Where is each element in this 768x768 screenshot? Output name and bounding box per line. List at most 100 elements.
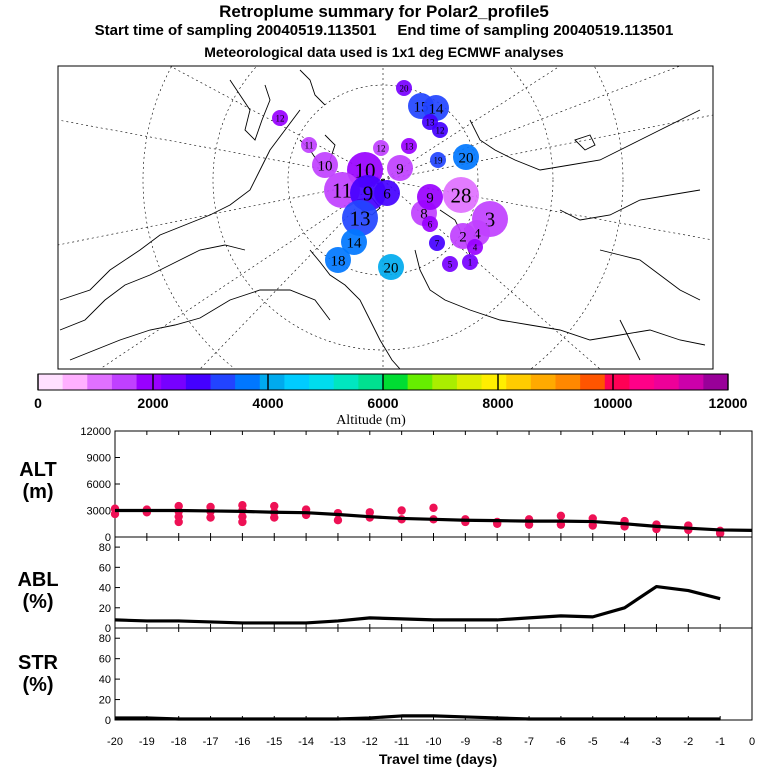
abl-label: ABL bbox=[17, 569, 58, 591]
colorbar-swatch bbox=[580, 374, 606, 390]
cluster-label: 1 bbox=[468, 257, 473, 267]
cluster-dot bbox=[341, 229, 367, 255]
colorbar-swatch bbox=[161, 374, 187, 390]
y-tick-label: 40 bbox=[99, 674, 111, 686]
y-tick-label: 0 bbox=[105, 715, 111, 727]
alt-data-point bbox=[588, 521, 597, 530]
abl-unit: (%) bbox=[22, 591, 53, 613]
colorbar-swatch bbox=[530, 374, 556, 390]
colorbar-swatch bbox=[38, 374, 64, 390]
sampling-times: Start time of sampling 20040519.113501 E… bbox=[0, 22, 768, 39]
colorbar-swatch bbox=[210, 374, 236, 390]
cluster-dot bbox=[430, 152, 446, 168]
x-tick-label: 0 bbox=[749, 736, 755, 748]
cluster-label: 6 bbox=[428, 219, 433, 229]
cluster-label: 8 bbox=[420, 206, 428, 222]
colorbar-swatch bbox=[136, 374, 162, 390]
cluster-label: 14 bbox=[429, 101, 445, 117]
colorbar-swatch bbox=[235, 374, 261, 390]
cluster-dot bbox=[422, 216, 438, 232]
cluster-dot bbox=[272, 110, 288, 126]
cluster-label: 20 bbox=[400, 83, 410, 93]
plume-cluster: 12 bbox=[432, 122, 448, 138]
y-tick-label: 9000 bbox=[87, 453, 111, 465]
plume-cluster: 18 bbox=[325, 247, 351, 273]
x-tick-label: -11 bbox=[394, 736, 409, 748]
plume-cluster: 12 bbox=[272, 110, 288, 126]
colorbar-swatch bbox=[259, 374, 285, 390]
plume-cluster: 12 bbox=[373, 140, 389, 156]
cluster-dot bbox=[417, 184, 443, 210]
cluster-dot bbox=[374, 180, 400, 206]
plot-title: Retroplume summary for Polar2_profile5 bbox=[219, 2, 549, 21]
cluster-label: 13 bbox=[350, 207, 371, 231]
series-line bbox=[115, 508, 753, 532]
plume-cluster: 1 bbox=[462, 254, 478, 270]
colorbar-tick-label: 6000 bbox=[367, 395, 398, 411]
x-tick-label: -6 bbox=[556, 736, 566, 748]
colorbar-swatch bbox=[284, 374, 310, 390]
cluster-label: 11 bbox=[305, 140, 314, 150]
cluster-label: 14 bbox=[347, 235, 363, 251]
colorbar-swatch bbox=[333, 374, 359, 390]
plume-cluster: 11 bbox=[301, 137, 317, 153]
colorbar-swatch bbox=[456, 374, 483, 390]
cluster-dot bbox=[324, 172, 360, 208]
cluster-label: 4 bbox=[473, 242, 478, 252]
plume-cluster: 28 bbox=[443, 177, 479, 213]
coastlines bbox=[59, 69, 706, 369]
colorbar-swatch bbox=[481, 374, 507, 390]
cluster-dot bbox=[442, 256, 458, 272]
cluster-label: 9 bbox=[396, 161, 404, 177]
colorbar-swatch bbox=[703, 374, 729, 390]
colorbar-swatch bbox=[506, 374, 532, 390]
y-tick-label: 0 bbox=[105, 623, 111, 635]
plume-cluster: 10 bbox=[312, 152, 338, 178]
x-tick-label: -19 bbox=[139, 736, 155, 748]
colorbar-swatch bbox=[358, 374, 384, 390]
y-tick-label: 20 bbox=[99, 695, 111, 707]
map-frame bbox=[57, 65, 714, 370]
cluster-label: 6 bbox=[383, 186, 391, 202]
cluster-label: 2 bbox=[459, 229, 467, 245]
alt-data-point bbox=[238, 517, 247, 527]
cluster-dot bbox=[453, 144, 479, 170]
cluster-label: 18 bbox=[331, 253, 346, 269]
cluster-label: 5 bbox=[448, 259, 453, 269]
plume-cluster: 7 bbox=[429, 235, 445, 251]
cluster-dot bbox=[312, 152, 338, 178]
y-tick-label: 20 bbox=[99, 603, 111, 615]
x-tick-label: -1 bbox=[715, 736, 725, 748]
x-tick-label: -18 bbox=[171, 736, 187, 748]
plume-cluster: 6 bbox=[374, 180, 400, 206]
cluster-label: 28 bbox=[451, 184, 472, 208]
x-tick-label: -13 bbox=[330, 736, 346, 748]
alt-unit: (m) bbox=[22, 481, 53, 503]
x-tick-label: -16 bbox=[234, 736, 250, 748]
cluster-label: 7 bbox=[435, 238, 440, 248]
cluster-label: 12 bbox=[377, 143, 386, 153]
plume-cluster: 11 bbox=[324, 172, 360, 208]
colorbar-swatch bbox=[62, 374, 88, 390]
cluster-dot bbox=[301, 137, 317, 153]
colorbar-tick-label: 8000 bbox=[482, 395, 513, 411]
str-unit: (%) bbox=[22, 674, 53, 696]
y-tick-label: 0 bbox=[105, 532, 111, 544]
x-tick-label: -7 bbox=[524, 736, 534, 748]
y-tick-label: 40 bbox=[99, 583, 111, 595]
alt-data-point bbox=[429, 503, 438, 513]
x-axis-label: Travel time (days) bbox=[379, 751, 497, 767]
sampling-end: End time of sampling 20040519.113501 bbox=[397, 22, 674, 39]
x-tick-label: -10 bbox=[426, 736, 442, 748]
alt-data-point bbox=[333, 516, 343, 525]
colorbar-label: Altitude (m) bbox=[336, 413, 406, 428]
y-tick-label: 6000 bbox=[87, 479, 111, 491]
cluster-dot bbox=[387, 155, 413, 181]
plume-cluster: 19 bbox=[430, 152, 446, 168]
sampling-start: Start time of sampling 20040519.113501 bbox=[94, 22, 377, 39]
x-axis-ticks: -20 -19 -18 -17 -16 -15 -14 -13 -12 -11 -10 -9 -8 -7-… bbox=[107, 736, 755, 748]
cluster-label: 20 bbox=[459, 150, 474, 166]
str-panel: 80 60 40 20 0 bbox=[99, 627, 753, 727]
x-tick-label: -4 bbox=[620, 736, 630, 748]
cluster-dot bbox=[342, 200, 378, 236]
